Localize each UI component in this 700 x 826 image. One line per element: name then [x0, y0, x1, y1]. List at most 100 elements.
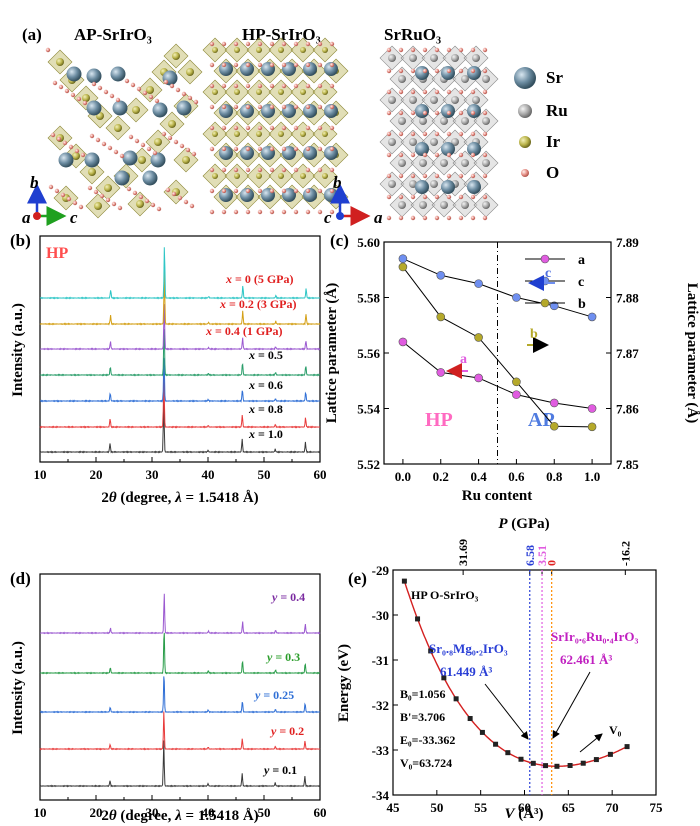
o-atom [446, 68, 452, 74]
panel-a: (a) AP-SrIrO₃ HP-SrIrO₃ SrRuO₃ Sr Ru Ir … [22, 25, 568, 227]
panel-b-tag: HP [46, 245, 68, 262]
ir-atom [104, 184, 112, 192]
o-atom [245, 146, 251, 152]
series-label: y = 0.25 [253, 688, 294, 702]
o-atom [422, 131, 428, 137]
data-point [567, 763, 573, 769]
legend-ru-swatch [518, 104, 532, 118]
o-atom [91, 81, 97, 87]
ir-atom [82, 94, 90, 102]
o-atom [458, 173, 464, 179]
crystal-hp [202, 37, 349, 215]
o-atom [305, 209, 311, 215]
o-atom [458, 194, 464, 200]
series-line-a [402, 341, 593, 409]
o-atom [50, 132, 56, 138]
o-atom [458, 89, 464, 95]
ir-atom [88, 168, 96, 176]
o-atom [269, 209, 275, 215]
panel-a-label: (a) [22, 25, 42, 44]
data-point-a [436, 368, 446, 377]
crystal-sro [379, 45, 499, 221]
o-atom [209, 167, 215, 173]
top-tick-label: -16.2 [618, 541, 632, 566]
legend-o-swatch [521, 169, 529, 177]
o-atom [183, 199, 189, 205]
o-atom [128, 134, 134, 140]
o-atom [56, 136, 62, 142]
x-tick-label: 60 [314, 467, 327, 482]
data-point [428, 648, 434, 654]
data-point [593, 757, 599, 763]
o-atom [422, 194, 428, 200]
data-point [624, 744, 630, 750]
legend-a-marker [540, 254, 550, 264]
ru-atom [419, 117, 427, 125]
o-atom [111, 201, 117, 207]
axis-c-label: c [70, 208, 78, 227]
x-tick-label: 1.0 [584, 469, 600, 484]
o-atom [187, 95, 193, 101]
ir-atom [212, 131, 218, 137]
o-atom [293, 104, 299, 110]
annotation-sr-mg-volume: 61.449 Å³ [440, 664, 492, 679]
o-atom [245, 167, 251, 173]
o-atom [233, 125, 239, 131]
o-atom [410, 47, 416, 53]
ir-atom [278, 89, 284, 95]
o-atom [185, 147, 191, 153]
sr-atom [415, 66, 429, 80]
o-atom [209, 83, 215, 89]
o-atom [458, 131, 464, 137]
data-point-a [398, 337, 408, 347]
data-point-b [512, 377, 521, 387]
legend-o-label: O [546, 163, 559, 182]
o-atom [422, 215, 428, 221]
ru-atom [409, 180, 417, 188]
ru-atom [388, 138, 396, 146]
legend-ru-label: Ru [546, 101, 568, 120]
annotation-sr-ru-volume: 62.461 Å³ [560, 652, 612, 667]
o-atom [281, 167, 287, 173]
x-tick-label: 40 [202, 805, 215, 820]
o-atom [422, 173, 428, 179]
structure-title-sro: SrRuO₃ [384, 25, 441, 44]
o-atom [209, 146, 215, 152]
sr-atom [240, 188, 254, 202]
xrd-pattern [39, 268, 321, 326]
o-atom [74, 148, 80, 154]
o-atom [221, 41, 227, 47]
o-atom [317, 41, 323, 47]
ru-atom [398, 75, 406, 83]
o-atom [105, 197, 111, 203]
o-atom [62, 140, 68, 146]
data-point [479, 729, 485, 735]
o-atom [138, 194, 144, 200]
o-atom [293, 167, 299, 173]
y-tick-label: -34 [372, 788, 390, 803]
ru-atom [440, 201, 448, 209]
sr-atom [415, 142, 429, 156]
o-atom [470, 215, 476, 221]
ir-atom [132, 106, 140, 114]
x-tick-label: 70 [606, 800, 619, 815]
ir-atom [278, 173, 284, 179]
o-atom [446, 110, 452, 116]
o-atom [257, 104, 263, 110]
sr-atom [441, 180, 455, 194]
sr-atom [324, 104, 338, 118]
ir-atom [300, 131, 306, 137]
o-atom [482, 215, 488, 221]
fit-b0: B₀=1.056 [400, 687, 445, 701]
o-atom [317, 83, 323, 89]
series-line-c [402, 258, 593, 318]
ir-atom [136, 200, 144, 208]
o-atom [189, 203, 195, 209]
x-tick-label: 50 [258, 805, 271, 820]
o-atom [281, 62, 287, 68]
top-tick-label: 31.69 [456, 539, 470, 566]
o-atom [458, 47, 464, 53]
o-atom [209, 125, 215, 131]
o-atom [305, 125, 311, 131]
data-point [415, 616, 421, 622]
